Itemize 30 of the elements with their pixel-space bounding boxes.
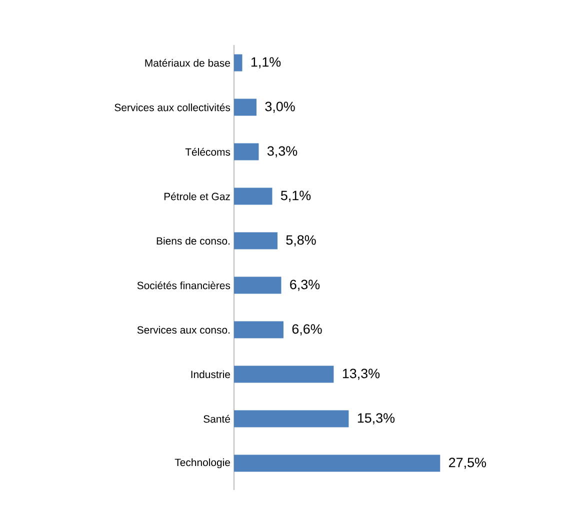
bar [234, 410, 349, 428]
data-label: 6,6% [292, 324, 322, 336]
bar [234, 366, 334, 383]
data-label: 3,0% [265, 102, 295, 113]
y-tick-label: Santé [204, 414, 230, 423]
y-tick-label: Services aux collectivités [114, 103, 230, 112]
bar [234, 188, 272, 205]
bar [234, 454, 440, 472]
y-tick-label: Matériaux de base [145, 58, 230, 67]
y-tick-label: Sociétés financières [137, 281, 230, 290]
y-tick-label: Technologie [174, 458, 230, 468]
data-label: 1,1% [251, 57, 281, 68]
y-tick-label: Pétrole et Gaz [164, 192, 230, 200]
y-tick-label: Industrie [191, 370, 230, 378]
data-label: 6,3% [290, 280, 320, 291]
bar [234, 321, 284, 338]
y-tick-label: Services aux conso. [137, 326, 230, 334]
bar [234, 232, 278, 250]
data-label: 27,5% [449, 458, 486, 469]
data-label: 3,3% [267, 146, 298, 158]
data-label: 15,3% [358, 413, 395, 424]
y-tick-label: Télécoms [185, 148, 230, 156]
data-label: 13,3% [342, 368, 380, 380]
data-label: 5,1% [280, 190, 311, 202]
y-tick-label: Biens de conso. [156, 236, 230, 245]
bar [234, 98, 256, 116]
bar [234, 54, 242, 72]
bar [234, 143, 259, 160]
bar [234, 276, 282, 294]
data-label: 5,8% [286, 235, 316, 246]
